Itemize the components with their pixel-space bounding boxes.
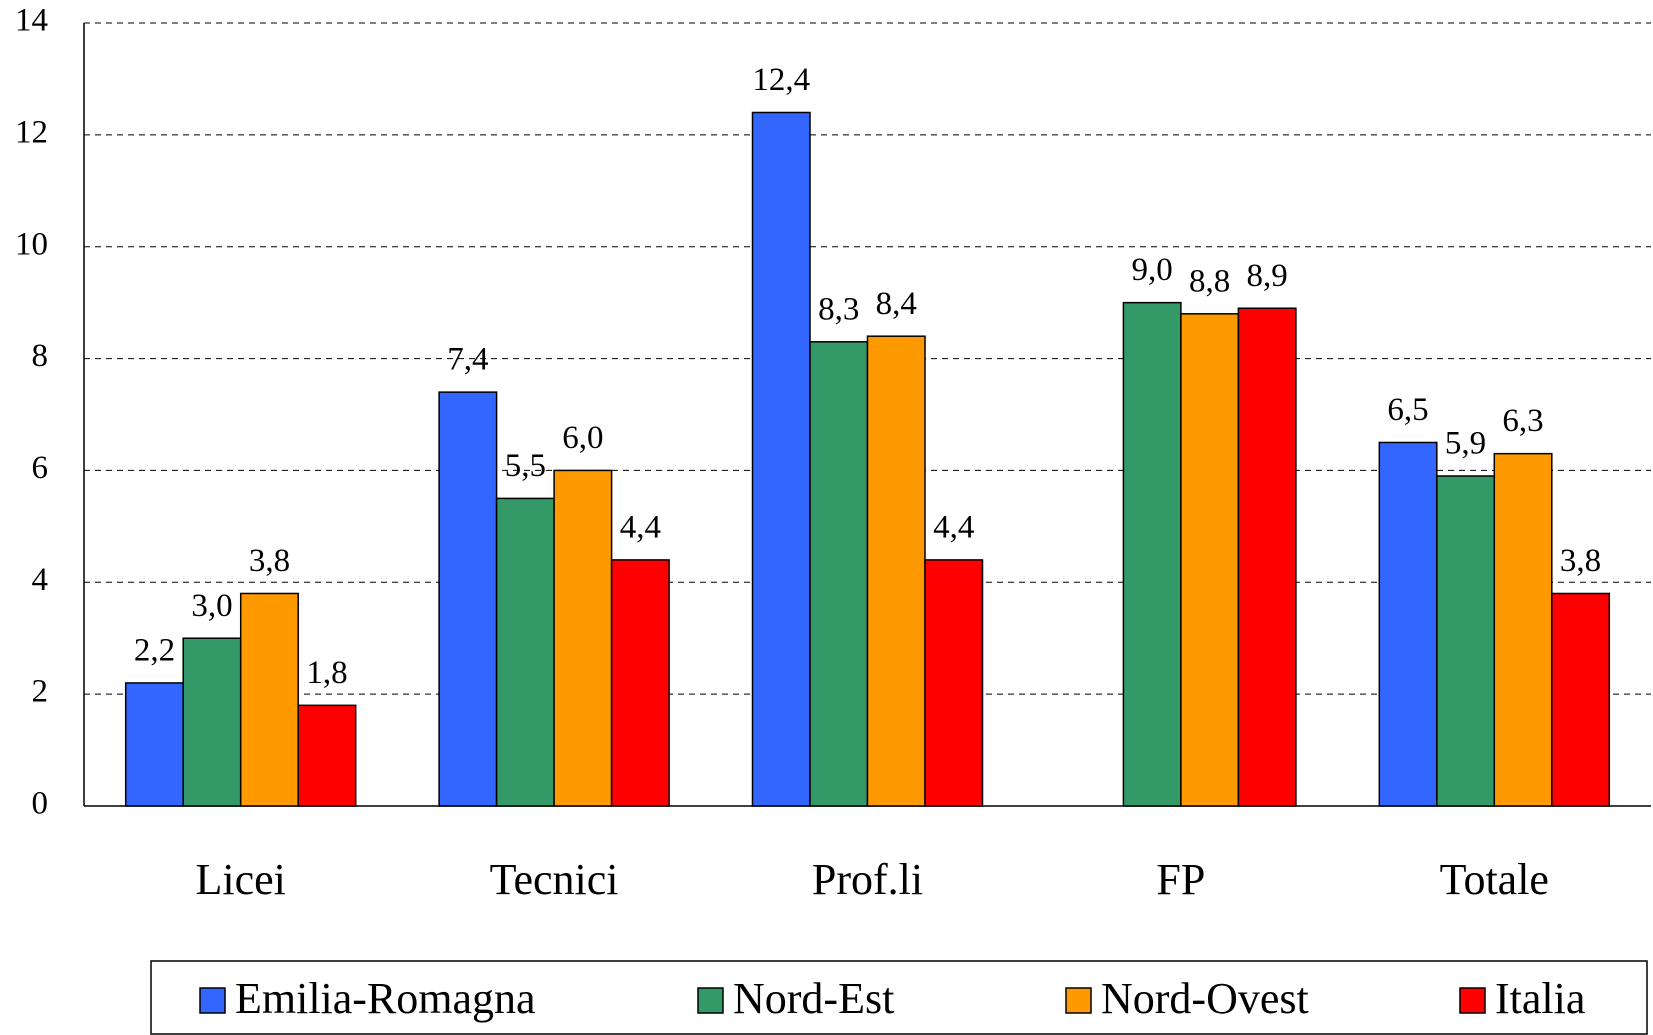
x-tick-label: Tecnici	[490, 855, 619, 904]
legend-label: Nord-Est	[733, 974, 894, 1023]
value-label: 1,8	[306, 655, 347, 691]
bar	[1493, 452, 1553, 807]
value-label: 5,5	[505, 448, 546, 484]
bar	[610, 559, 670, 807]
value-label: 4,4	[620, 509, 661, 545]
bar	[924, 559, 984, 807]
y-tick-label: 2	[32, 674, 49, 710]
y-tick-label: 4	[32, 562, 49, 598]
bar	[297, 704, 357, 807]
y-tick-label: 12	[15, 114, 48, 150]
bar	[1122, 301, 1182, 807]
value-label: 8,4	[876, 286, 917, 322]
legend-label: Italia	[1495, 974, 1585, 1023]
value-label: 6,3	[1502, 403, 1543, 439]
bar	[1551, 592, 1611, 807]
x-tick-label: Licei	[196, 855, 286, 904]
bar	[751, 111, 811, 807]
value-label: 12,4	[752, 62, 810, 98]
y-tick-label: 10	[15, 226, 48, 262]
legend-box	[150, 960, 1648, 1035]
legend-swatch	[199, 987, 226, 1014]
x-tick-label: FP	[1156, 855, 1205, 904]
y-tick-label: 8	[32, 338, 49, 374]
legend-swatch	[1459, 987, 1486, 1014]
bar	[1378, 441, 1438, 807]
x-tick-label: Prof.li	[812, 855, 923, 904]
legend-label: Emilia-Romagna	[235, 974, 536, 1023]
y-tick-label: 14	[15, 3, 48, 39]
y-tick-label: 0	[32, 786, 49, 822]
bar	[809, 341, 869, 807]
value-label: 3,0	[191, 588, 232, 624]
value-label: 4,4	[933, 509, 974, 545]
bar	[124, 682, 184, 807]
legend-label: Nord-Ovest	[1101, 974, 1309, 1023]
value-label: 7,4	[447, 342, 488, 378]
legend-swatch	[1065, 987, 1092, 1014]
bar	[553, 469, 613, 807]
value-label: 3,8	[249, 543, 290, 579]
bar	[239, 592, 299, 807]
value-label: 2,2	[134, 633, 175, 669]
legend-swatch	[697, 987, 724, 1014]
value-label: 8,8	[1189, 263, 1230, 299]
bar	[438, 391, 498, 807]
value-label: 9,0	[1132, 252, 1173, 288]
value-label: 6,0	[562, 420, 603, 456]
value-label: 3,8	[1560, 543, 1601, 579]
value-label: 6,5	[1387, 392, 1428, 428]
bar	[866, 335, 926, 807]
bar	[495, 497, 555, 807]
value-label: 8,3	[818, 291, 859, 327]
bar	[1436, 475, 1496, 807]
value-label: 5,9	[1445, 426, 1486, 462]
bar	[1180, 313, 1240, 807]
bar	[182, 637, 242, 807]
y-tick-label: 6	[32, 450, 49, 486]
value-label: 8,9	[1247, 258, 1288, 294]
bar	[1237, 307, 1297, 807]
x-tick-label: Totale	[1440, 855, 1549, 904]
